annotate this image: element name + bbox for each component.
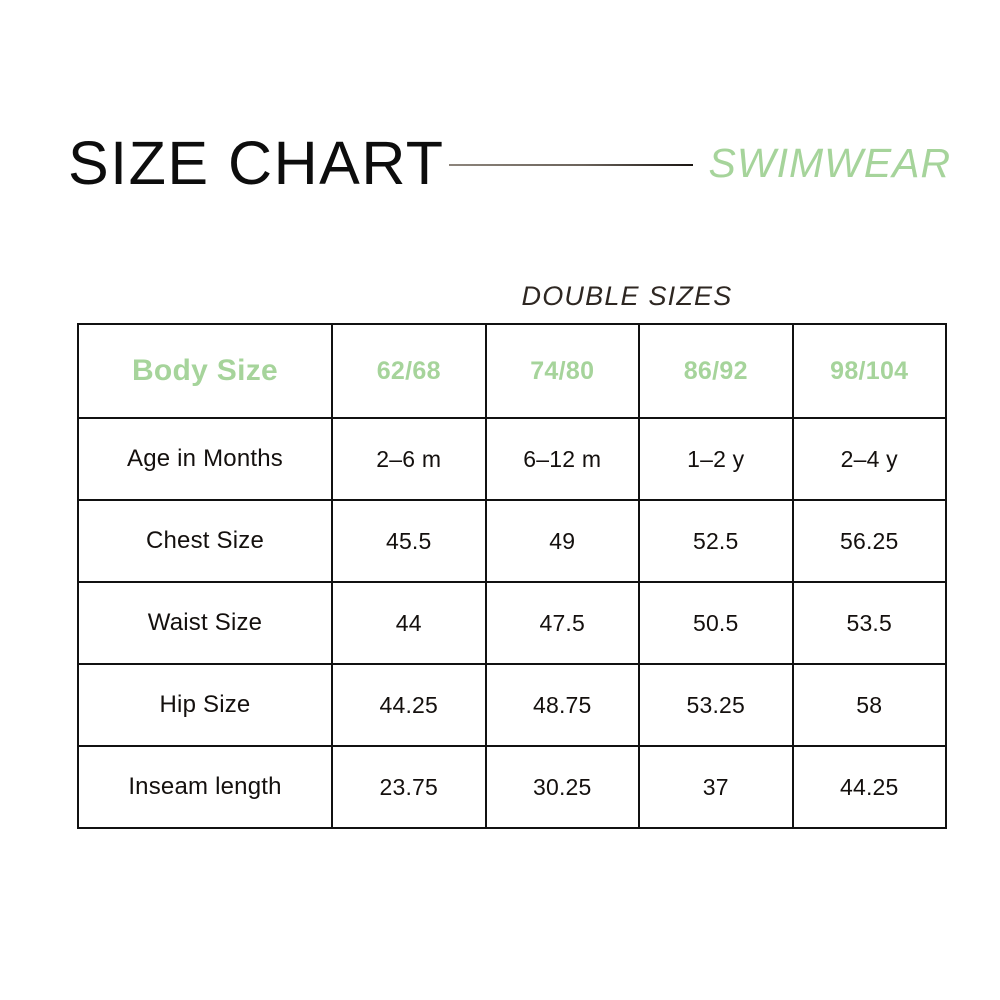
cell-chest-size-74-80: 49	[484, 499, 640, 583]
section-caption: DOUBLE SIZES	[0, 281, 1000, 312]
cell-inseam-length-62-68: 23.75	[331, 745, 487, 829]
table-row: Age in Months 2–6 m 6–12 m 1–2 y 2–4 y	[77, 417, 947, 501]
category-label: SWIMWEAR	[708, 139, 952, 186]
cell-inseam-length-86-92: 37	[638, 745, 794, 829]
cell-hip-size-86-92: 53.25	[638, 663, 794, 747]
cell-hip-size-98-104: 58	[791, 663, 947, 747]
column-header-size-62-68: 62/68	[331, 323, 487, 419]
cell-age-in-months-74-80: 6–12 m	[484, 417, 640, 501]
section-caption-text: DOUBLE SIZES	[521, 281, 733, 311]
column-header-size-74-80: 74/80	[484, 323, 640, 419]
cell-age-in-months-98-104: 2–4 y	[791, 417, 947, 501]
table-row: Chest Size 45.5 49 52.5 56.25	[77, 499, 947, 583]
column-header-size-86-92: 86/92	[638, 323, 794, 419]
cell-inseam-length-74-80: 30.25	[484, 745, 640, 829]
row-label-waist-size: Waist Size	[77, 581, 333, 665]
table-header: Body Size 62/68 74/80 86/92 98/104	[77, 323, 947, 419]
cell-chest-size-86-92: 52.5	[638, 499, 794, 583]
cell-age-in-months-62-68: 2–6 m	[331, 417, 487, 501]
size-chart-table: Body Size 62/68 74/80 86/92 98/104 Age i…	[77, 323, 947, 829]
table-row: Hip Size 44.25 48.75 53.25 58	[77, 663, 947, 747]
cell-waist-size-74-80: 47.5	[484, 581, 640, 665]
cell-waist-size-62-68: 44	[331, 581, 487, 665]
cell-chest-size-98-104: 56.25	[791, 499, 947, 583]
row-label-inseam-length: Inseam length	[77, 745, 333, 829]
cell-age-in-months-86-92: 1–2 y	[638, 417, 794, 501]
column-header-size-98-104: 98/104	[791, 323, 947, 419]
row-label-hip-size: Hip Size	[77, 663, 333, 747]
chart-header: SIZE CHART SWIMWEAR	[68, 128, 950, 198]
cell-waist-size-98-104: 53.5	[791, 581, 947, 665]
cell-inseam-length-98-104: 44.25	[791, 745, 947, 829]
cell-hip-size-62-68: 44.25	[331, 663, 487, 747]
cell-waist-size-86-92: 50.5	[638, 581, 794, 665]
column-header-body-size: Body Size	[77, 323, 333, 419]
table-header-row: Body Size 62/68 74/80 86/92 98/104	[77, 323, 947, 419]
title-divider-rule	[448, 164, 693, 166]
row-label-age-in-months: Age in Months	[77, 417, 333, 501]
table-row: Inseam length 23.75 30.25 37 44.25	[77, 745, 947, 829]
cell-chest-size-62-68: 45.5	[331, 499, 487, 583]
size-chart-table-container: Body Size 62/68 74/80 86/92 98/104 Age i…	[77, 323, 947, 829]
table-row: Waist Size 44 47.5 50.5 53.5	[77, 581, 947, 665]
table-body: Age in Months 2–6 m 6–12 m 1–2 y 2–4 y C…	[77, 417, 947, 829]
page-title: SIZE CHART	[68, 128, 445, 197]
cell-hip-size-74-80: 48.75	[484, 663, 640, 747]
row-label-chest-size: Chest Size	[77, 499, 333, 583]
